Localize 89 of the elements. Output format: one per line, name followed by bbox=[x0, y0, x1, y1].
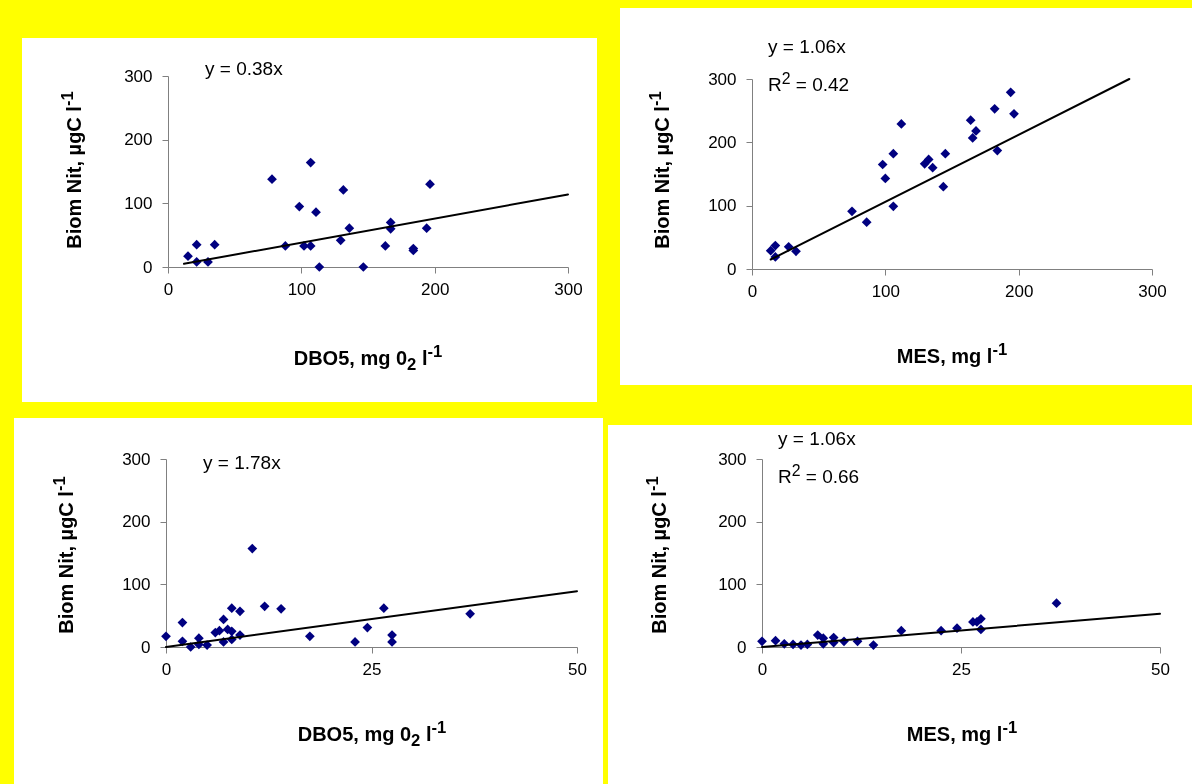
x-tick-label: 0 bbox=[161, 659, 172, 679]
point bbox=[923, 154, 934, 165]
point bbox=[992, 145, 1003, 156]
y-tick-label: 0 bbox=[737, 637, 747, 657]
x-tick-label: 0 bbox=[163, 279, 174, 299]
point bbox=[847, 206, 857, 217]
point bbox=[305, 157, 316, 168]
y-tick-label: 0 bbox=[143, 257, 153, 277]
point bbox=[465, 608, 476, 619]
point bbox=[791, 246, 801, 257]
y-tick-label: 100 bbox=[124, 193, 153, 213]
y-tick-label: 100 bbox=[708, 196, 737, 216]
point bbox=[896, 625, 907, 636]
y-tick-label: 300 bbox=[124, 66, 153, 86]
point bbox=[425, 179, 435, 190]
y-tick-label: 300 bbox=[122, 449, 151, 469]
point bbox=[967, 133, 978, 143]
annotation: y = 0.38x bbox=[205, 58, 283, 80]
point bbox=[304, 631, 315, 642]
point bbox=[191, 239, 202, 250]
point bbox=[335, 235, 346, 246]
point bbox=[226, 603, 237, 614]
y-tick-label: 200 bbox=[708, 132, 737, 152]
point bbox=[888, 201, 899, 212]
x-tick-label: 50 bbox=[1151, 659, 1170, 679]
point bbox=[209, 239, 220, 250]
x-axis-title: MES, mg l$^{-1}$ bbox=[896, 340, 1008, 368]
point bbox=[259, 601, 270, 612]
point bbox=[344, 223, 355, 234]
point bbox=[380, 241, 391, 251]
y-tick-label: 200 bbox=[124, 130, 153, 150]
y-tick-label: 100 bbox=[718, 574, 747, 594]
point bbox=[770, 240, 781, 251]
point bbox=[183, 251, 193, 262]
point bbox=[965, 115, 976, 126]
point bbox=[770, 635, 781, 646]
text: y = 1.06x bbox=[778, 428, 856, 450]
point bbox=[989, 103, 1000, 114]
point bbox=[161, 631, 171, 642]
y-tick-label: 300 bbox=[718, 449, 747, 469]
point bbox=[812, 630, 823, 640]
x-tick-label: 50 bbox=[568, 659, 587, 679]
x-tick-label: 100 bbox=[287, 279, 317, 299]
point bbox=[868, 640, 879, 650]
annotation: R$^{2}$ = 0.42 bbox=[768, 70, 850, 97]
point bbox=[338, 185, 349, 195]
x-tick-label: 25 bbox=[362, 659, 382, 679]
point bbox=[880, 173, 891, 184]
point bbox=[276, 603, 286, 614]
y-tick-label: 200 bbox=[718, 512, 747, 532]
point bbox=[421, 223, 432, 234]
x-tick-label: 300 bbox=[1138, 281, 1167, 301]
point bbox=[888, 148, 899, 159]
x-tick-label: 300 bbox=[554, 279, 583, 299]
point bbox=[235, 606, 245, 617]
x-tick-label: 200 bbox=[1004, 281, 1034, 301]
annotation: y = 1.78x bbox=[203, 452, 281, 474]
point bbox=[311, 207, 321, 218]
point bbox=[976, 613, 986, 624]
y-tick-label: 100 bbox=[122, 574, 151, 594]
point bbox=[358, 262, 369, 272]
x-axis-title: DBO5, mg 0$_{2}$ l$^{-1}$ bbox=[293, 342, 443, 375]
x-tick-label: 100 bbox=[871, 281, 901, 301]
point bbox=[1005, 87, 1016, 98]
point bbox=[927, 162, 938, 173]
point bbox=[938, 181, 949, 192]
y-tick-label: 200 bbox=[122, 512, 151, 532]
point bbox=[940, 148, 951, 159]
point bbox=[294, 201, 305, 212]
x-tick-label: 200 bbox=[420, 279, 450, 299]
point bbox=[861, 217, 872, 228]
y-tick-label: 0 bbox=[727, 259, 737, 279]
point bbox=[314, 262, 325, 272]
point bbox=[877, 159, 888, 170]
x-axis-title: MES, mg l$^{-1}$ bbox=[906, 718, 1018, 746]
point bbox=[362, 622, 373, 633]
x-tick-label: 0 bbox=[757, 659, 768, 679]
point bbox=[1051, 598, 1062, 609]
point bbox=[247, 543, 258, 554]
x-axis-title: DBO5, mg 0$_{2}$ l$^{-1}$ bbox=[297, 718, 447, 751]
y-tick-label: 0 bbox=[141, 637, 151, 657]
point bbox=[378, 603, 389, 614]
text: y = 1.06x bbox=[768, 36, 846, 58]
y-tick-label: 300 bbox=[708, 69, 737, 89]
annotation: R$^{2}$ = 0.66 bbox=[778, 462, 860, 489]
point bbox=[1009, 108, 1019, 119]
point bbox=[765, 245, 776, 256]
x-tick-label: 25 bbox=[952, 659, 971, 679]
point bbox=[896, 119, 907, 129]
